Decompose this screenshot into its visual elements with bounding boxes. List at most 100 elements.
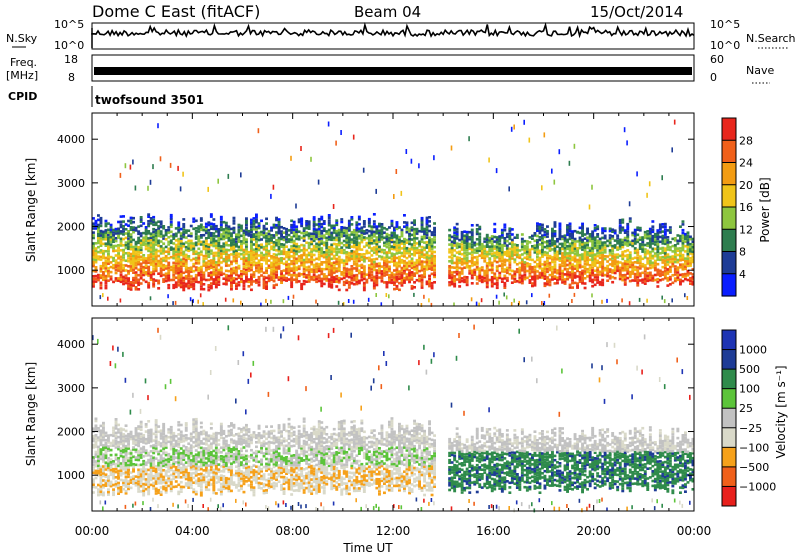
power-cell (238, 255, 241, 258)
power-cell (664, 270, 667, 273)
power-cell (243, 230, 246, 233)
power-cell (353, 234, 356, 237)
power-cell (428, 243, 431, 246)
power-cell (260, 220, 263, 223)
power-cell (451, 251, 454, 254)
power-cell (483, 280, 486, 283)
power-cell (165, 260, 168, 263)
nave-label: Nave (746, 64, 774, 77)
power-cell (651, 238, 654, 241)
power-cell (233, 281, 236, 284)
power-cell (210, 249, 213, 252)
power-cell (100, 219, 103, 222)
power-cell (684, 233, 687, 236)
power-cell (569, 255, 572, 258)
power-cell (235, 250, 238, 253)
power-cell (122, 238, 125, 241)
power-cell (456, 233, 459, 236)
power-cell (175, 286, 178, 289)
power-cell (285, 231, 288, 234)
power-cell (105, 284, 108, 287)
power-cell (471, 274, 474, 277)
power-cell (501, 280, 504, 283)
power-cell (549, 281, 552, 284)
power-cell (403, 281, 406, 284)
power-cell (594, 284, 597, 287)
power-cell (278, 276, 281, 279)
power-cell (162, 259, 165, 262)
velocity-cell (117, 492, 120, 495)
power-cell (641, 239, 644, 242)
power-cell (167, 269, 170, 272)
power-cell (187, 245, 190, 248)
power-cell (197, 259, 200, 262)
power-cell (586, 230, 589, 233)
power-cell (345, 280, 348, 283)
power-cell (579, 227, 582, 230)
power-cell (288, 229, 291, 232)
power-cell (421, 281, 424, 284)
power-cell (488, 239, 491, 242)
power-cell (215, 276, 218, 279)
power-cell (303, 270, 306, 273)
power-cell (666, 248, 669, 251)
power-cell (97, 251, 100, 254)
power-cell (383, 259, 386, 262)
power-cell (370, 247, 373, 250)
power-cell (172, 262, 175, 265)
power-cell (423, 270, 426, 273)
power-cell (418, 280, 421, 283)
power-cell (230, 253, 233, 256)
power-cell (426, 259, 429, 262)
power-cell (416, 228, 419, 231)
velocity-cell (105, 442, 108, 445)
power-cell (170, 279, 173, 282)
velocity-cell (97, 472, 100, 475)
power-cell (483, 248, 486, 251)
power-cell (423, 295, 425, 299)
power-cell (255, 226, 258, 229)
power-cell (105, 229, 108, 232)
velocity-cell (132, 482, 135, 485)
power-cell (353, 267, 356, 270)
cpid-program: twofsound 3501 (95, 93, 204, 107)
power-cell (180, 252, 183, 255)
power-colorbar-ticklabel: 16 (739, 201, 753, 214)
power-cell (375, 230, 378, 233)
power-cell (463, 239, 466, 242)
power-cell (559, 278, 562, 281)
power-cell (426, 263, 429, 266)
power-cell (150, 271, 153, 274)
power-cell (217, 247, 220, 250)
power-cell (471, 241, 474, 244)
power-cell (293, 274, 296, 277)
power-cell (375, 281, 378, 284)
power-cell (250, 289, 253, 292)
power-cell (476, 231, 479, 234)
power-cell (328, 285, 331, 288)
power-cell (175, 248, 178, 251)
power-cell (591, 293, 593, 297)
power-cell (401, 272, 404, 275)
velocity-cell (95, 427, 98, 430)
power-cell (594, 244, 597, 247)
power-cell (195, 262, 198, 265)
power-cell (476, 256, 479, 259)
power-cell (679, 263, 682, 266)
power-cell (333, 271, 336, 274)
velocity-cell (115, 456, 118, 459)
power-cell (177, 258, 180, 261)
power-cell (483, 277, 486, 280)
power-cell (569, 260, 572, 263)
power-cell (255, 243, 258, 246)
power-cell (167, 274, 170, 277)
power-cell (463, 257, 466, 260)
power-cell (243, 234, 246, 237)
power-cell (393, 257, 396, 260)
power-cell (100, 287, 103, 290)
velocity-cell (120, 452, 123, 455)
power-cell (368, 259, 371, 262)
power-cell (195, 278, 198, 281)
power-cell (365, 229, 368, 232)
velocity-cell (100, 432, 103, 435)
